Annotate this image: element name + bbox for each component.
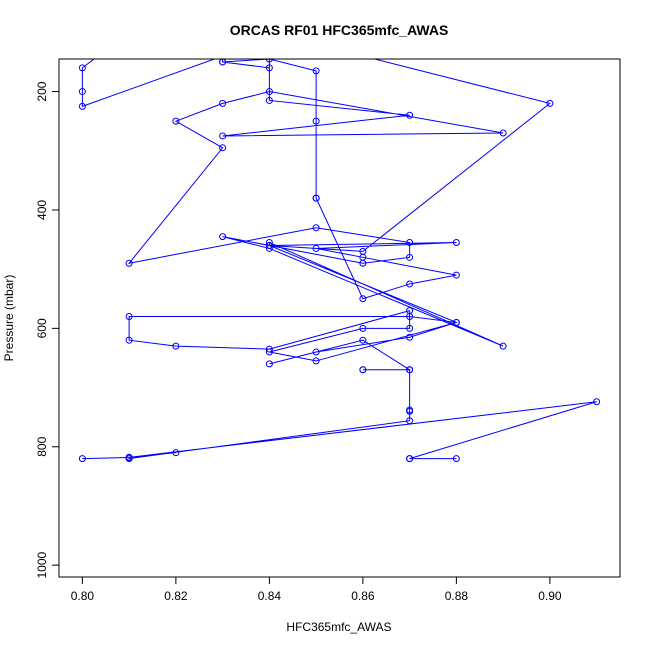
x-tick-label: 0.86	[351, 589, 375, 603]
data-point	[359, 336, 367, 344]
x-tick-label: 0.90	[538, 589, 562, 603]
x-axis-label: HFC365mfc_AWAS	[286, 620, 391, 634]
data-point	[219, 132, 227, 140]
data-point	[359, 324, 367, 332]
data-point	[78, 64, 86, 72]
data-point	[406, 307, 414, 315]
data-point	[406, 111, 414, 119]
data-point	[359, 295, 367, 303]
y-tick-label: 200	[35, 81, 49, 101]
y-tick-label: 1000	[35, 551, 49, 578]
data-point	[126, 29, 132, 35]
data-point	[219, 144, 227, 152]
y-tick-label: 400	[35, 200, 49, 220]
x-tick-label: 0.82	[164, 589, 188, 603]
data-point	[265, 244, 273, 252]
data-point	[359, 247, 367, 255]
y-axis: 200 400 600 800 1000	[35, 81, 60, 579]
data-point	[406, 253, 414, 261]
data-point	[361, 59, 365, 60]
data-point	[266, 47, 272, 53]
data-point	[312, 348, 320, 356]
y-tick-label: 600	[35, 318, 49, 338]
data-point	[359, 366, 367, 374]
data-point	[313, 47, 319, 53]
data-point	[265, 64, 273, 72]
data-point	[265, 345, 273, 353]
plot-area	[78, 29, 601, 463]
data-point	[406, 366, 414, 374]
data-point	[78, 455, 86, 463]
data-point	[312, 67, 320, 75]
data-point	[312, 244, 320, 252]
data-point	[406, 324, 414, 332]
data-point	[219, 59, 227, 66]
data-point	[499, 342, 507, 350]
data-point	[452, 271, 460, 279]
data-point	[265, 348, 273, 356]
data-point	[265, 360, 273, 368]
series-lines	[81, 59, 597, 460]
data-point	[219, 233, 227, 241]
data-point	[265, 88, 273, 96]
data-point	[452, 455, 460, 463]
data-point	[78, 102, 86, 110]
data-point	[172, 342, 180, 350]
data-point	[499, 129, 507, 137]
x-tick-label: 0.88	[445, 589, 469, 603]
chart-title: ORCAS RF01 HFC365mfc_AWAS	[230, 22, 449, 38]
data-point	[125, 313, 133, 321]
data-point	[265, 96, 273, 104]
data-point	[265, 59, 273, 63]
data-point	[125, 336, 133, 344]
data-point	[220, 59, 225, 60]
data-point	[312, 194, 320, 202]
data-point	[219, 99, 227, 107]
data-point	[546, 99, 554, 107]
data-point	[312, 224, 320, 232]
y-tick-label: 800	[35, 436, 49, 456]
data-point	[406, 455, 414, 463]
data-point	[312, 117, 320, 125]
x-tick-label: 0.84	[258, 589, 282, 603]
data-point	[406, 417, 414, 425]
data-point	[406, 280, 414, 288]
data-point	[593, 398, 601, 406]
data-point	[172, 117, 180, 125]
data-point	[406, 406, 414, 414]
data-point	[452, 318, 460, 326]
data-point	[125, 455, 133, 463]
data-point	[78, 88, 86, 96]
data-point	[125, 259, 133, 267]
data-point	[172, 449, 180, 457]
series-points	[78, 29, 601, 463]
y-axis-label: Pressure (mbar)	[2, 275, 16, 362]
plot-frame	[58, 58, 621, 578]
data-point	[406, 333, 414, 341]
data-point	[312, 357, 320, 365]
x-axis: 0.80 0.82 0.84 0.86 0.88 0.90	[71, 576, 562, 603]
data-point	[452, 239, 460, 247]
x-tick-label: 0.80	[71, 589, 95, 603]
series-line	[81, 59, 597, 460]
data-point	[406, 239, 414, 247]
data-point	[265, 241, 273, 249]
